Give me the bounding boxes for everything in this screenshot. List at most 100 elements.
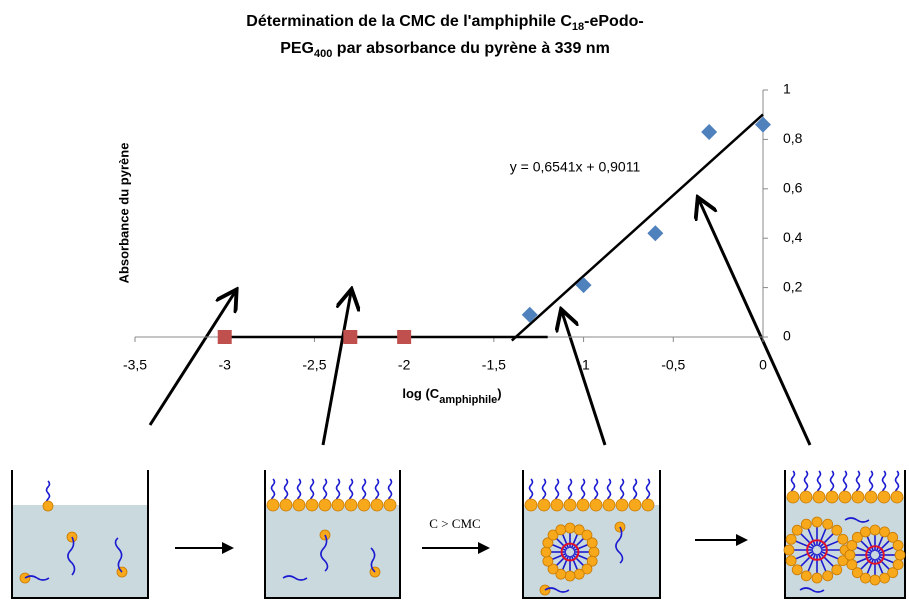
chain — [570, 555, 579, 570]
chain — [573, 552, 588, 561]
x-tick-label: 0 — [759, 357, 767, 373]
bead — [563, 498, 577, 512]
bead — [292, 498, 306, 512]
chain — [572, 554, 585, 567]
chain — [819, 533, 834, 548]
bead — [837, 555, 849, 567]
chain — [24, 575, 50, 581]
y-axis-label: Absorbance du pyrène — [116, 143, 131, 284]
bead — [383, 498, 397, 512]
bead — [799, 490, 813, 504]
bead — [279, 498, 293, 512]
x-tick-label: -2 — [398, 357, 411, 373]
chain — [878, 555, 894, 564]
bead — [894, 549, 906, 561]
chain — [555, 554, 568, 567]
bead — [266, 498, 280, 512]
core — [806, 539, 828, 561]
chain — [866, 536, 875, 552]
beaker — [784, 470, 906, 599]
chain — [114, 537, 123, 573]
title-text: par absorbance du pyrène à 339 nm — [332, 40, 609, 57]
chain — [320, 534, 329, 572]
chain — [552, 543, 567, 552]
bead — [615, 498, 629, 512]
chain — [860, 540, 873, 553]
x-tick-label: -1,5 — [482, 357, 506, 373]
chain — [544, 587, 570, 593]
arrow — [321, 292, 351, 446]
bead — [846, 540, 858, 551]
point — [701, 123, 718, 140]
bead — [887, 531, 899, 543]
title-text: -ePodo- — [584, 13, 644, 30]
title-subscript: amphiphile — [439, 394, 497, 406]
bead — [860, 572, 871, 584]
point — [755, 116, 771, 133]
bead — [550, 498, 564, 512]
bead — [555, 524, 567, 536]
bead — [860, 526, 871, 538]
arrow — [699, 200, 812, 446]
chain — [807, 528, 817, 547]
chain — [570, 534, 579, 549]
diagram — [11, 200, 906, 599]
y-tick-label: 0,8 — [783, 130, 803, 146]
arrow — [562, 312, 607, 446]
chain — [795, 550, 814, 560]
chain — [370, 547, 376, 573]
bead — [869, 574, 881, 586]
water — [265, 505, 400, 598]
chain — [875, 558, 884, 574]
point — [217, 330, 232, 344]
bead — [890, 490, 904, 504]
bead — [581, 563, 593, 575]
bead — [331, 498, 345, 512]
chart-title: PEG400 par absorbance du pyrène à 339 nm — [280, 40, 610, 60]
bead — [573, 524, 585, 536]
chain — [561, 534, 570, 549]
bead — [542, 537, 554, 549]
chain — [615, 526, 624, 564]
y-tick-label: 0,4 — [783, 229, 803, 245]
chain — [555, 537, 568, 550]
chain — [800, 533, 815, 548]
chain — [820, 550, 839, 560]
bead — [892, 540, 904, 551]
chain — [799, 587, 825, 593]
arrow — [148, 292, 235, 426]
chain — [875, 536, 884, 552]
chain — [282, 575, 308, 581]
chain — [561, 555, 570, 570]
y-tick-label: 0,2 — [783, 278, 803, 294]
title-text: PEG — [280, 40, 314, 57]
bead — [892, 559, 904, 570]
bead — [641, 498, 655, 512]
chain — [856, 546, 872, 555]
bead — [581, 529, 593, 541]
point — [575, 277, 592, 294]
y-tick-label: 0,6 — [783, 180, 803, 196]
bead — [831, 564, 843, 576]
bead — [869, 524, 881, 536]
chain — [877, 557, 890, 570]
chain — [844, 517, 870, 523]
x-tick-label: -1 — [577, 357, 590, 373]
bead — [586, 537, 598, 549]
bead — [825, 490, 839, 504]
bead — [887, 567, 899, 579]
core — [560, 542, 580, 562]
chain — [572, 537, 585, 550]
bead — [791, 564, 803, 576]
trendline — [510, 113, 764, 342]
bead — [370, 498, 384, 512]
bead — [524, 498, 538, 512]
x-tick-label: -2,5 — [302, 357, 326, 373]
chain — [552, 552, 567, 561]
bead — [851, 567, 863, 579]
chain — [819, 552, 834, 567]
bead — [811, 516, 823, 528]
bead — [586, 555, 598, 567]
bead — [589, 498, 603, 512]
